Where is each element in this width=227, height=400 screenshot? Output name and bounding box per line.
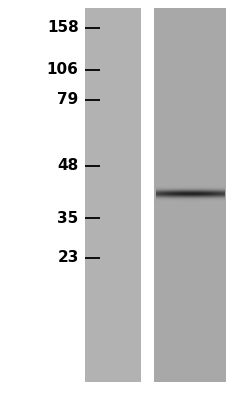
Text: 158: 158 xyxy=(47,20,78,36)
Text: 106: 106 xyxy=(47,62,78,78)
Text: 35: 35 xyxy=(57,210,78,226)
Bar xyxy=(153,8,225,382)
Bar xyxy=(85,8,141,382)
Text: 79: 79 xyxy=(57,92,78,108)
Bar xyxy=(145,8,152,382)
Text: 48: 48 xyxy=(57,158,78,174)
Text: 23: 23 xyxy=(57,250,78,266)
